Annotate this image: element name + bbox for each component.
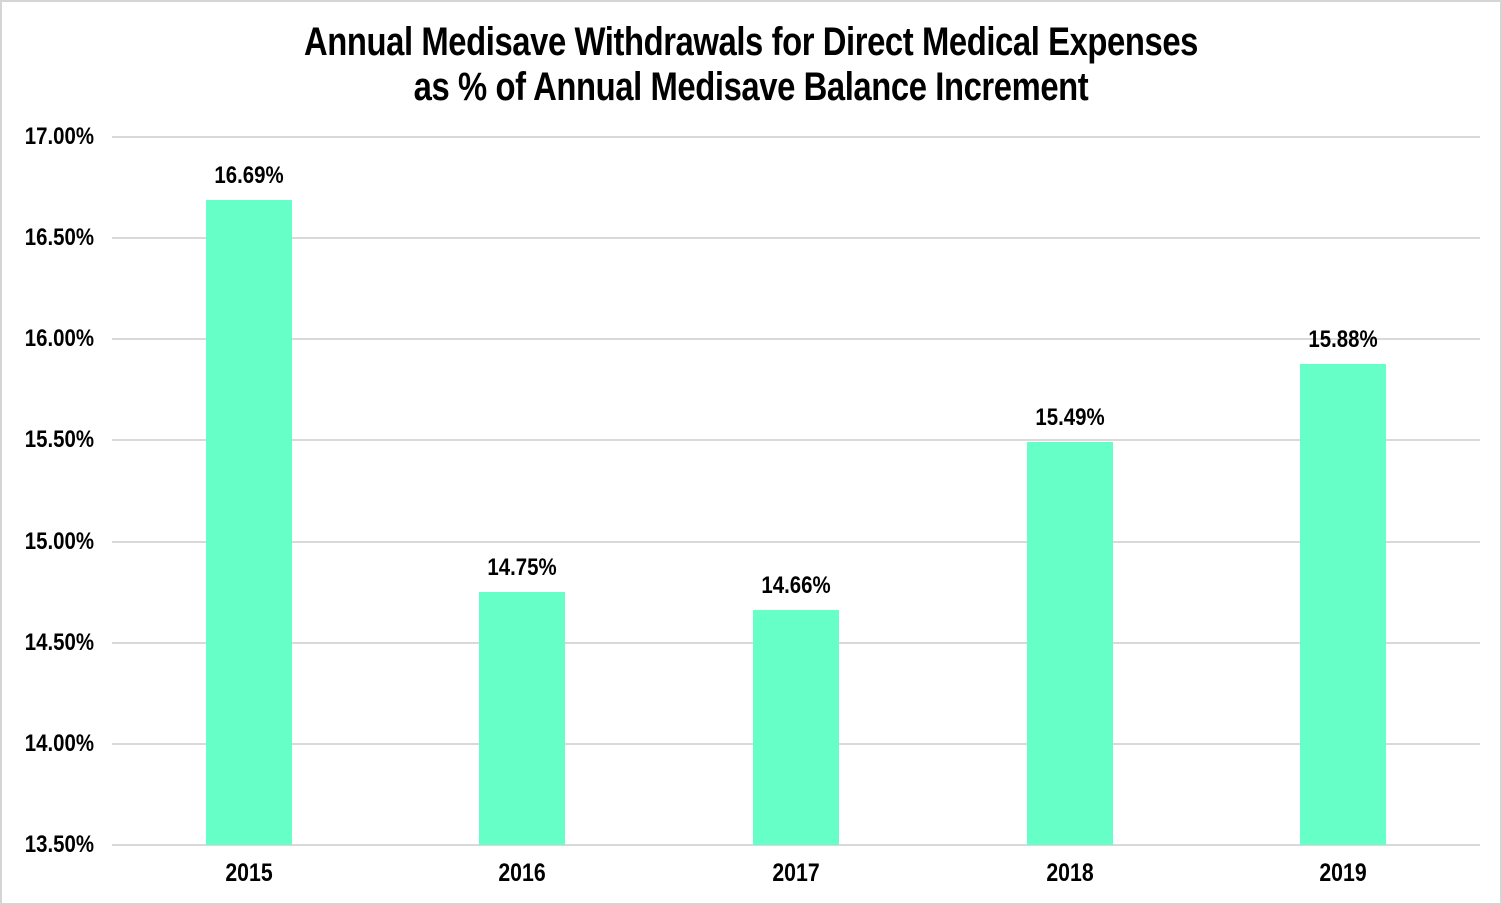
x-tick-label: 2016 [498, 859, 546, 887]
bar-value-label: 16.69% [214, 162, 284, 189]
y-gridline [112, 338, 1480, 340]
bar-2016 [479, 592, 565, 845]
bar-value-label: 14.66% [761, 572, 831, 599]
bar-value-label: 15.49% [1035, 404, 1105, 431]
y-tick-label: 14.50% [24, 629, 94, 656]
bar-2015 [206, 200, 292, 845]
y-tick-label: 16.50% [24, 224, 94, 251]
y-tick-label: 13.50% [24, 831, 94, 858]
y-tick-label: 14.00% [24, 730, 94, 757]
bar-2018 [1027, 442, 1113, 845]
y-tick-label: 15.00% [24, 528, 94, 555]
x-tick-label: 2018 [1046, 859, 1094, 887]
chart-title: Annual Medisave Withdrawals for Direct M… [137, 20, 1365, 110]
x-tick-label: 2015 [225, 859, 273, 887]
y-gridline [112, 439, 1480, 441]
y-tick-label: 15.50% [24, 426, 94, 453]
y-tick-label: 17.00% [24, 123, 94, 150]
x-tick-label: 2019 [1319, 859, 1367, 887]
y-tick-label: 16.00% [24, 325, 94, 352]
x-tick-label: 2017 [772, 859, 820, 887]
bar-2017 [753, 610, 839, 845]
y-gridline [112, 541, 1480, 543]
bar-value-label: 15.88% [1308, 326, 1378, 353]
bar-2019 [1300, 364, 1386, 845]
bar-value-label: 14.75% [487, 554, 557, 581]
y-gridline [112, 136, 1480, 138]
chart-title-line1: Annual Medisave Withdrawals for Direct M… [303, 20, 1199, 64]
chart-title-line2: as % of Annual Medisave Balance Incremen… [413, 65, 1089, 109]
y-gridline [112, 844, 1480, 846]
y-gridline [112, 237, 1480, 239]
